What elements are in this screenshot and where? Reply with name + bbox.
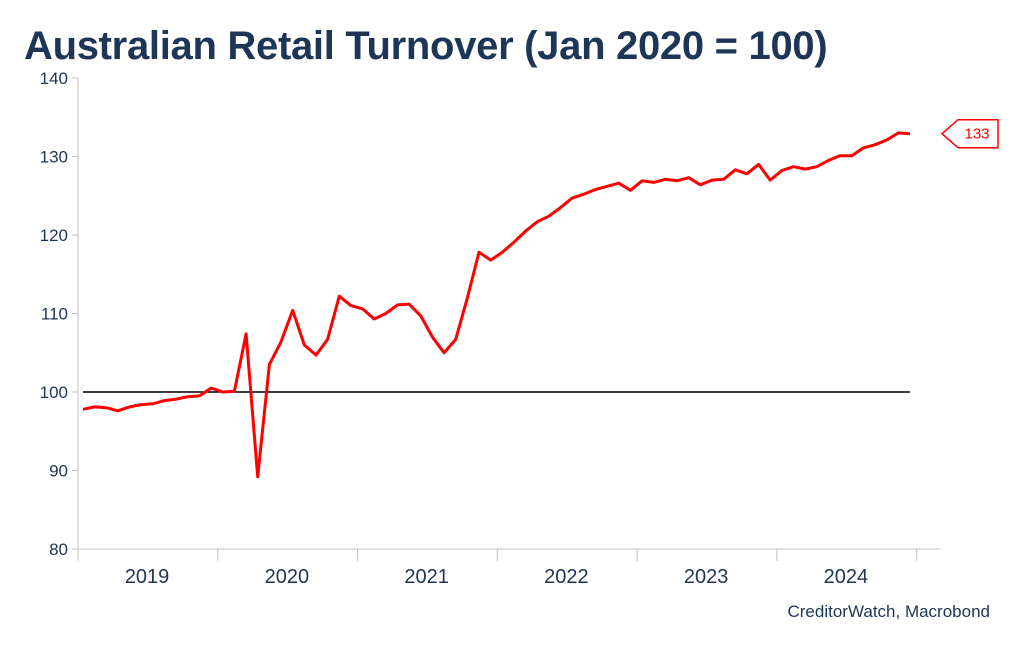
data-point [174, 397, 178, 401]
x-tick-label: 2021 [404, 566, 449, 588]
data-point [407, 302, 411, 306]
data-point [442, 351, 446, 355]
data-point [372, 317, 376, 321]
data-point [652, 180, 656, 184]
data-point [815, 165, 819, 169]
source-note: CreditorWatch, Macrobond [787, 602, 990, 621]
data-point [221, 390, 225, 394]
data-point [116, 409, 120, 413]
data-point [151, 402, 155, 406]
data-point [617, 181, 621, 185]
data-point [698, 183, 702, 187]
data-point [512, 240, 516, 244]
data-point [640, 179, 644, 183]
data-point [384, 312, 388, 316]
data-point [605, 184, 609, 188]
data-point [873, 143, 877, 147]
data-point [850, 154, 854, 158]
data-point [861, 146, 865, 150]
data-point [326, 337, 330, 341]
data-point [663, 177, 667, 181]
data-point [396, 303, 400, 307]
data-point [745, 172, 749, 176]
data-point [792, 165, 796, 169]
data-point [209, 386, 213, 390]
data-point [337, 294, 341, 298]
data-points [81, 131, 912, 479]
data-point [629, 188, 633, 192]
data-point [896, 131, 900, 135]
data-point [361, 307, 365, 311]
data-point [757, 162, 761, 166]
data-point [733, 168, 737, 172]
data-point [524, 229, 528, 233]
end-value-callout [940, 118, 999, 149]
chart-title: Australian Retail Turnover (Jan 2020 = 1… [24, 24, 828, 68]
data-point [104, 406, 108, 410]
data-point [454, 337, 458, 341]
data-point [279, 340, 283, 344]
data-point [908, 132, 912, 136]
data-point [594, 188, 598, 192]
data-point [314, 353, 318, 357]
data-point [93, 405, 97, 409]
data-point [768, 178, 772, 182]
data-point [163, 399, 167, 403]
data-point [232, 389, 236, 393]
data-point [430, 335, 434, 339]
data-point [687, 176, 691, 180]
y-tick-label: 110 [41, 305, 68, 324]
x-tick-label: 2022 [544, 566, 589, 588]
y-tick-label: 90 [49, 462, 68, 481]
series-line-retail-turnover [82, 131, 911, 479]
end-value-label: 133 [964, 126, 989, 143]
data-point [710, 178, 714, 182]
data-point [535, 220, 539, 224]
data-point [291, 308, 295, 312]
x-tick-label: 2024 [824, 566, 869, 588]
data-point [419, 314, 423, 318]
data-point [128, 405, 132, 409]
data-point [547, 214, 551, 218]
x-axis: 2019 2020 2021 2022 2023 2024 [77, 548, 940, 588]
data-point [559, 206, 563, 210]
y-axis: 80 90 100 110 120 130 140 [40, 69, 79, 559]
y-tick-label: 130 [40, 148, 68, 167]
data-point [256, 475, 260, 479]
data-point [139, 403, 143, 407]
data-point [722, 177, 726, 181]
data-point [302, 343, 306, 347]
end-value-marker: 133 [940, 118, 999, 149]
y-tick-label: 80 [49, 540, 68, 559]
data-point [477, 250, 481, 254]
data-point [349, 304, 353, 308]
data-point [81, 407, 85, 411]
x-tick-label: 2019 [125, 566, 170, 588]
data-point [885, 138, 889, 142]
data-point [465, 296, 469, 300]
x-tick-label: 2020 [265, 566, 310, 588]
data-point [838, 154, 842, 158]
data-point [803, 167, 807, 171]
data-point [827, 158, 831, 162]
y-tick-label: 120 [40, 226, 68, 245]
data-point [582, 192, 586, 196]
data-point [198, 394, 202, 398]
x-tick-label: 2023 [684, 566, 729, 588]
data-point [500, 250, 504, 254]
data-point [244, 332, 248, 336]
y-tick-label: 100 [40, 383, 68, 402]
data-point [780, 169, 784, 173]
data-point [675, 179, 679, 183]
data-point [267, 363, 271, 367]
data-point [489, 258, 493, 262]
data-point [186, 395, 190, 399]
y-tick-label: 140 [40, 69, 68, 88]
data-point [570, 196, 574, 200]
